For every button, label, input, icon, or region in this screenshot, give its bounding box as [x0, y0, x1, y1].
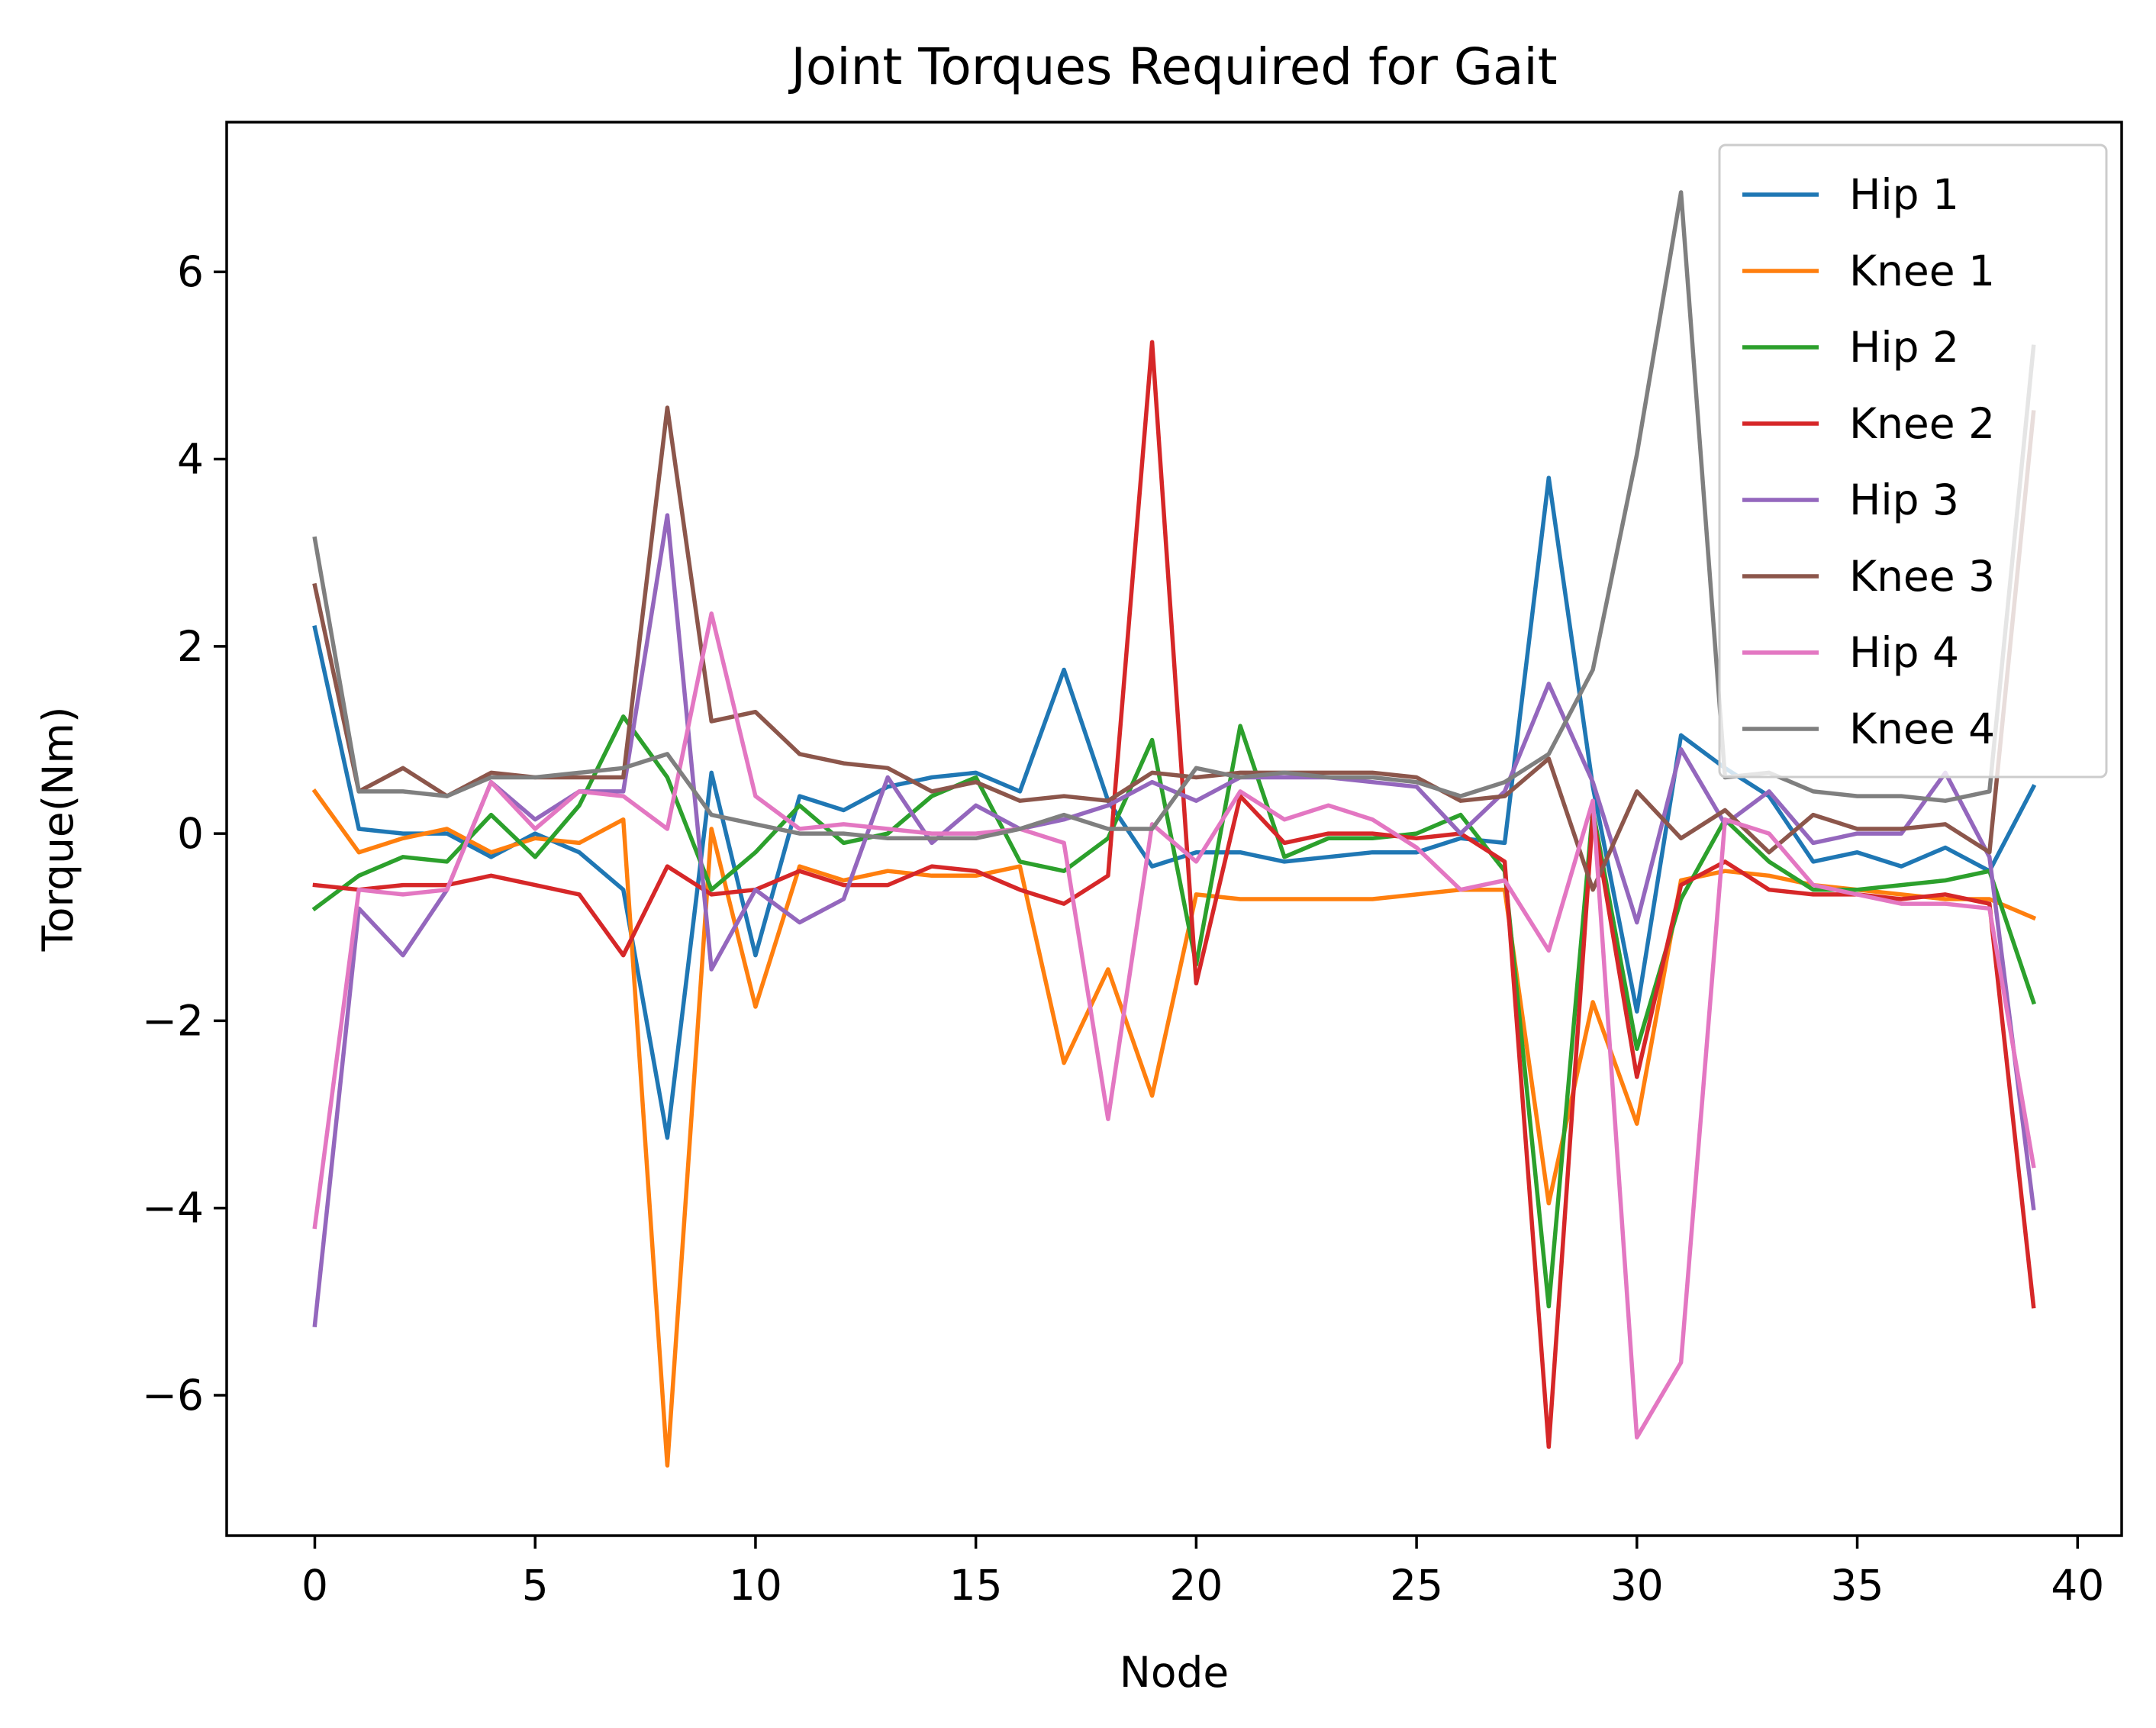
series-line-hip-4: [312, 611, 2036, 1439]
legend-label: Knee 2: [1849, 399, 1995, 448]
chart-title: Joint Torques Required for Gait: [788, 37, 1557, 96]
plot-area-frame: [225, 121, 2123, 1537]
legend-label: Hip 4: [1849, 628, 1959, 677]
legend-label: Knee 3: [1849, 552, 1995, 601]
x-tick-label: 15: [949, 1561, 1003, 1610]
legend-label: Knee 1: [1849, 247, 1995, 295]
legend-label: Knee 4: [1849, 704, 1995, 753]
y-tick-label: 4: [177, 435, 204, 484]
x-tick-label: 20: [1169, 1561, 1223, 1610]
y-axis: −6 −4 −2 0 2 4 6: [142, 247, 227, 1420]
x-axis-label: Node: [1120, 1648, 1229, 1697]
x-tick-label: 40: [2051, 1561, 2104, 1610]
legend: Hip 1 Knee 1 Hip 2 Knee 2 Hip 3 Knee 3 Hip 4 Kn…: [1718, 143, 2108, 779]
legend-box: [1718, 143, 2108, 779]
x-tick-label: 10: [729, 1561, 782, 1610]
series-line-hip-2: [311, 714, 2036, 1309]
y-tick-label: 2: [177, 622, 204, 671]
x-tick-label: 30: [1610, 1561, 1664, 1610]
x-axis: 0 5 10 15 20 25 30 35 40: [301, 1536, 2104, 1610]
y-tick-label: 0: [177, 809, 204, 858]
y-tick-label: 6: [177, 247, 204, 296]
series-line-hip-3: [312, 513, 2036, 1328]
legend-label: Hip 2: [1849, 323, 1959, 372]
y-tick-label: −2: [142, 996, 204, 1045]
y-tick-label: −6: [142, 1371, 204, 1420]
series-lines: [311, 190, 2037, 1468]
x-tick-label: 25: [1390, 1561, 1443, 1610]
legend-label: Hip 3: [1849, 476, 1959, 524]
series-line-knee-2: [312, 340, 2036, 1449]
x-tick-label: 5: [522, 1561, 549, 1610]
x-tick-label: 0: [301, 1561, 328, 1610]
legend-label: Hip 1: [1849, 170, 1959, 219]
series-line-knee-3: [312, 405, 2036, 892]
y-axis-label: Torque(Nm): [34, 707, 82, 953]
y-tick-label: −4: [142, 1184, 204, 1233]
x-tick-label: 35: [1831, 1561, 1884, 1610]
